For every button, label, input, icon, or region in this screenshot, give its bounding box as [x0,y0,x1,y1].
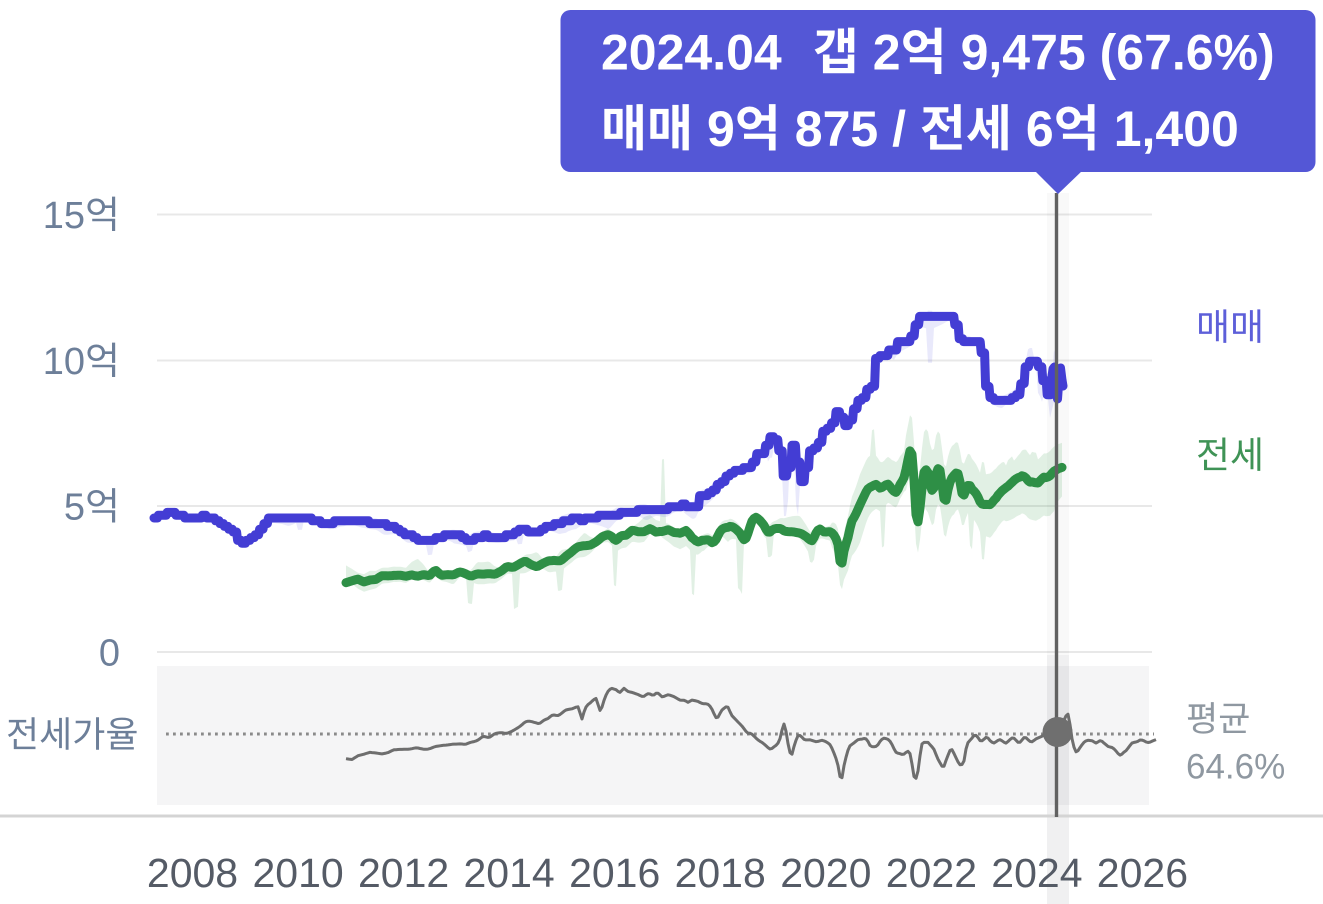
svg-text:2010: 2010 [252,850,343,896]
svg-text:2022: 2022 [886,850,977,896]
svg-text:2014: 2014 [463,850,554,896]
svg-text:2016: 2016 [569,850,660,896]
svg-text:2008: 2008 [147,850,238,896]
svg-text:10: 10 [43,341,85,383]
svg-text:5: 5 [64,487,85,529]
svg-text:2018: 2018 [675,850,766,896]
svg-text:6: 6 [1026,101,1054,157]
svg-text:2024: 2024 [991,850,1082,896]
svg-text:9,475 (67.6%): 9,475 (67.6%) [961,25,1275,81]
svg-text:2024.04: 2024.04 [601,25,782,81]
svg-text:0: 0 [99,633,120,675]
svg-text:64.6%: 64.6% [1186,748,1285,787]
svg-text:9: 9 [707,101,735,157]
svg-text:2020: 2020 [780,850,871,896]
svg-text:2012: 2012 [358,850,449,896]
svg-text:875 /: 875 / [795,101,906,157]
svg-text:15: 15 [43,195,85,237]
svg-text:1,400: 1,400 [1114,101,1239,157]
svg-text:2: 2 [873,25,901,81]
svg-text:2026: 2026 [1097,850,1188,896]
